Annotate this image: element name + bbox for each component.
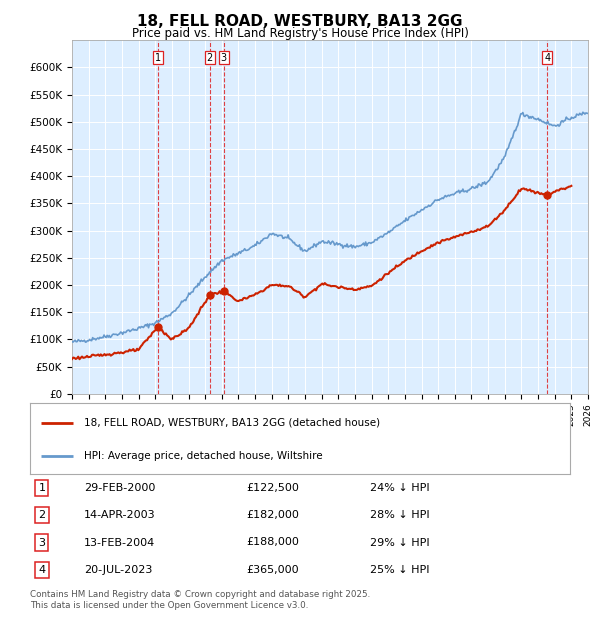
Text: 1: 1 xyxy=(155,53,161,63)
Text: HPI: Average price, detached house, Wiltshire: HPI: Average price, detached house, Wilt… xyxy=(84,451,323,461)
Text: 29% ↓ HPI: 29% ↓ HPI xyxy=(370,538,430,547)
Text: 24% ↓ HPI: 24% ↓ HPI xyxy=(370,483,430,494)
Text: 29-FEB-2000: 29-FEB-2000 xyxy=(84,483,155,494)
Text: Contains HM Land Registry data © Crown copyright and database right 2025.
This d: Contains HM Land Registry data © Crown c… xyxy=(30,590,370,609)
Text: 14-APR-2003: 14-APR-2003 xyxy=(84,510,155,520)
Text: 2: 2 xyxy=(206,53,213,63)
Text: £365,000: £365,000 xyxy=(246,565,299,575)
Text: £122,500: £122,500 xyxy=(246,483,299,494)
Text: 1: 1 xyxy=(38,483,46,494)
Text: 4: 4 xyxy=(38,565,46,575)
Text: 2: 2 xyxy=(38,510,46,520)
Text: 18, FELL ROAD, WESTBURY, BA13 2GG: 18, FELL ROAD, WESTBURY, BA13 2GG xyxy=(137,14,463,29)
Text: 25% ↓ HPI: 25% ↓ HPI xyxy=(370,565,430,575)
Text: 13-FEB-2004: 13-FEB-2004 xyxy=(84,538,155,547)
Text: 4: 4 xyxy=(544,53,550,63)
Text: £182,000: £182,000 xyxy=(246,510,299,520)
Text: 3: 3 xyxy=(221,53,227,63)
Text: 3: 3 xyxy=(38,538,46,547)
Text: 20-JUL-2023: 20-JUL-2023 xyxy=(84,565,152,575)
Text: 18, FELL ROAD, WESTBURY, BA13 2GG (detached house): 18, FELL ROAD, WESTBURY, BA13 2GG (detac… xyxy=(84,418,380,428)
Text: 28% ↓ HPI: 28% ↓ HPI xyxy=(370,510,430,520)
Text: Price paid vs. HM Land Registry's House Price Index (HPI): Price paid vs. HM Land Registry's House … xyxy=(131,27,469,40)
Text: £188,000: £188,000 xyxy=(246,538,299,547)
